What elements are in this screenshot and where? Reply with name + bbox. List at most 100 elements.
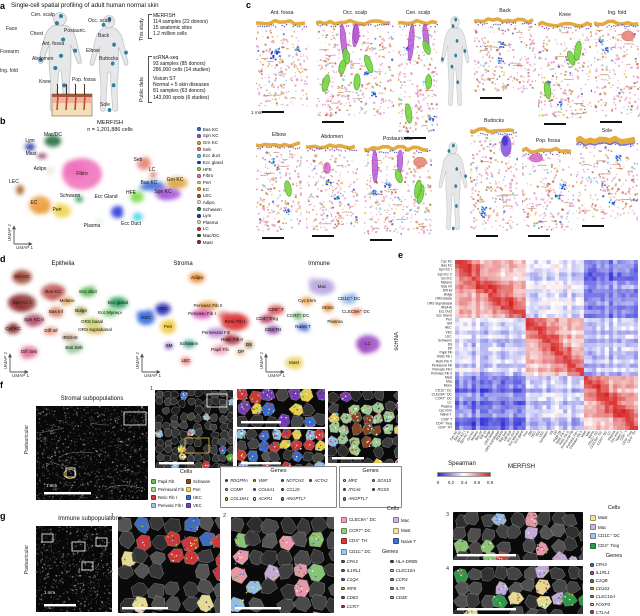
umap-cluster [166, 177, 188, 189]
cell-swatch-icon [197, 233, 201, 238]
inset-number-label: 1 [150, 386, 154, 392]
umap-cluster [341, 292, 357, 304]
tissue-image [316, 18, 394, 123]
f-inset2-image [328, 391, 398, 463]
umap-cluster [44, 135, 62, 147]
gene-swatch-icon [341, 595, 345, 600]
e-row-label: DS [447, 343, 452, 347]
tissue-site-title: Postauricular [382, 136, 414, 142]
gene-swatch-icon [341, 559, 345, 564]
cell-swatch-icon [590, 542, 596, 549]
e-row-label: Mac [445, 380, 452, 384]
umap-cluster-label: Bulge [75, 308, 87, 313]
legend-label: NOTCH3 [286, 478, 304, 484]
umap-cluster-label: DP [237, 349, 245, 354]
g-inset2-image [231, 517, 334, 613]
study-line: scRNA-seq [153, 55, 179, 61]
cell-swatch-icon [197, 200, 201, 205]
site-label: Pop. fossa [72, 77, 96, 83]
umap-cluster [183, 340, 196, 348]
cell-swatch-icon [186, 486, 191, 492]
legend-item: MPZ [343, 476, 372, 485]
f-title: Stromal subpopulations [60, 396, 124, 402]
umap-cluster [45, 166, 55, 175]
umap-cluster-label: Cyc KC [5, 326, 21, 331]
umap-cluster-label: EC [30, 200, 38, 206]
legend-label: CPA3 [595, 562, 607, 568]
umap-cluster-label: Perivasc Fib II [193, 303, 223, 308]
e-row-label: Mast [444, 376, 452, 380]
panel-label-c: c [246, 0, 252, 10]
umap-cluster [75, 307, 87, 315]
umap-cluster [267, 305, 284, 317]
g-overview-image [35, 525, 113, 613]
colorbar-tick: 0.6 [473, 480, 481, 485]
umap-cluster [53, 202, 71, 218]
cell-swatch-icon [197, 227, 201, 231]
e-row-label: Perineural Fib [431, 364, 452, 368]
g-genes2-legend: CPA3 IL1RL1 C1QB CD163 CLEC10A FOXP3 CTLA4 [590, 561, 640, 616]
gene-swatch-icon [590, 586, 594, 591]
f-inset1-image [155, 390, 233, 468]
umap-cluster-label: HFE [126, 190, 136, 196]
tissue-site-title: Knee [558, 12, 572, 18]
e-row-label: Ecc Gland [436, 314, 452, 318]
e-row-label: Melano [441, 281, 452, 285]
legend-label: HLA-DRB5 [395, 559, 418, 564]
cell-swatch-icon [151, 494, 156, 500]
cell-swatch-icon [197, 127, 201, 132]
legend-item: IL1RL1 [341, 566, 390, 575]
legend-label: IL1RL1 [595, 570, 610, 576]
f-genes1-title: Genes [270, 468, 287, 474]
e-col-labels: Cyc KC Bas KC Spn KC I Spn KC II Grn KC Melan… [449, 430, 638, 465]
legend-label: CLEC9A⁺ DC [349, 517, 376, 523]
cell-swatch-icon [197, 153, 201, 158]
umap-y-label: UMAP 2 [7, 224, 12, 242]
legend-item: NOTCH3 [281, 476, 309, 485]
umap-cluster [62, 158, 102, 190]
legend-label: HFE [202, 166, 212, 172]
legend-item: COL18A1 [225, 494, 253, 503]
legend-item: Ecc duct [197, 153, 247, 160]
legend-item: FOXP3 [590, 600, 640, 608]
legend-label: ACKR1 [258, 496, 273, 502]
legend-item: Lym [197, 212, 247, 219]
f-genes2-legend: MPZ ITGA6 ANGPTL7 SOX10 RGS5 [343, 476, 401, 504]
umap-cluster [96, 219, 102, 223]
umap-cluster-label: Ecc Duct [120, 221, 141, 227]
e-row-label: Spn KC II [437, 272, 452, 277]
umap-cluster-label: LEC [181, 358, 191, 363]
umap-cluster [80, 285, 96, 297]
study-line: 114 samples (22 donors) [153, 19, 208, 26]
g-genes2-title: Genes [605, 553, 623, 559]
umap-cluster [132, 212, 143, 222]
gene-swatch-icon [390, 559, 394, 564]
umap-x-label: UMAP 1 [268, 373, 286, 378]
legend-label: COL18A1 [230, 496, 249, 502]
tissue-image [474, 17, 536, 99]
umap-cluster-label: Seb [133, 157, 143, 163]
e-row-label: Bas KC [440, 264, 452, 268]
tissue-image [522, 146, 574, 237]
legend-label: CCR4 [395, 577, 408, 582]
study-line: MERFISH [153, 13, 176, 19]
e-row-label: Cyc Imm [438, 409, 452, 413]
legend-label: Peri [193, 486, 201, 492]
site-label: Occ. scalp [88, 18, 112, 24]
tissue-image [538, 20, 592, 125]
legend-item: RGS5 [372, 485, 401, 494]
legend-label: Papil Fib [158, 478, 175, 484]
legend-label: IL1RL1 [346, 568, 361, 573]
tissue-image [306, 143, 358, 237]
umap-cluster-label: Spn KC II [24, 317, 44, 322]
cell-swatch-icon [197, 173, 201, 178]
umap-y-label: UMAP 2 [135, 352, 140, 370]
legend-item: CD4⁺ TH [341, 536, 393, 547]
legend-item: Seb [197, 146, 247, 153]
inset-number-label: 4 [446, 566, 450, 572]
legend-item: Mac [590, 522, 640, 531]
legend-label: Mac/DC [202, 233, 220, 239]
legend-label: CTLA4 [595, 609, 610, 615]
cell-swatch-icon [197, 187, 201, 191]
e-row-label: Bas Inf [441, 285, 452, 289]
